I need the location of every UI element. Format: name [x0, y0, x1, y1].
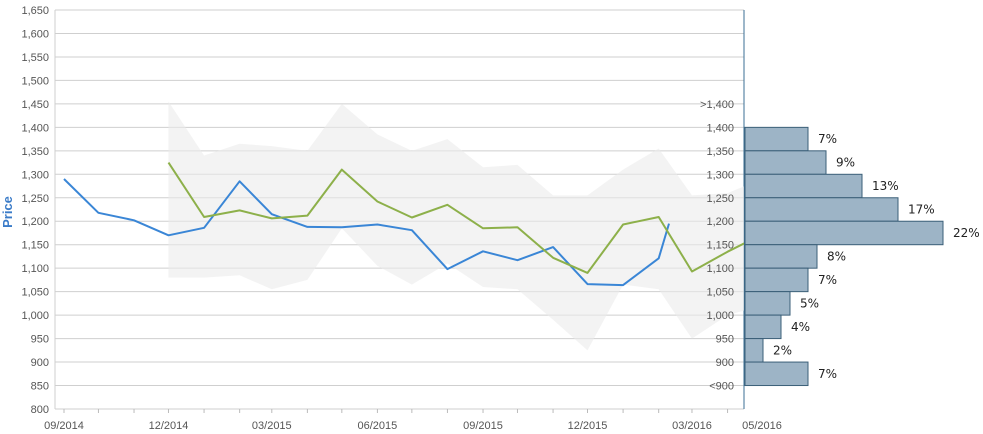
- distribution-bin-label: <900: [709, 381, 734, 393]
- y-tick-label: 1,600: [21, 28, 49, 40]
- forecast-series-line: [167, 162, 744, 274]
- y-tick-label: 1,400: [21, 122, 49, 134]
- distribution-bar: [744, 220, 944, 246]
- distribution-bin-label: 1,250: [706, 193, 734, 205]
- y-tick-label: 1,500: [21, 75, 49, 87]
- range-band: [168, 101, 744, 351]
- y-axis-label: Price: [0, 196, 15, 228]
- distribution-percent-label: 17%: [908, 203, 935, 217]
- distribution-histogram: >1,400 1,400 7% 1,350 9% 1,300 13% 1,250 17% 1,20…: [700, 99, 980, 393]
- distribution-bin-label: 1,050: [706, 287, 734, 299]
- distribution-bin-label: 900: [716, 357, 734, 369]
- y-tick-label: 1,150: [21, 240, 49, 252]
- y-tick-label: 950: [31, 334, 49, 346]
- x-tick-label: 03/2015: [252, 420, 292, 432]
- distribution-bar: [744, 244, 818, 269]
- price-series-line: [63, 178, 670, 287]
- y-tick-label: 1,000: [21, 310, 49, 322]
- axes: 1,650 1,600 1,550 1,500 1,450 1,400 1,350 1,300…: [21, 5, 781, 432]
- distribution-percent-label: 13%: [872, 179, 899, 193]
- series-lines: [63, 162, 744, 287]
- y-tick-label: 1,550: [21, 52, 49, 64]
- distribution-percent-label: 7%: [818, 367, 837, 381]
- y-tick-label: 1,350: [21, 146, 49, 158]
- y-tick-label: 800: [31, 404, 49, 416]
- y-tick-label: 900: [31, 357, 49, 369]
- y-tick-label: 1,450: [21, 99, 49, 111]
- distribution-percent-label: 5%: [800, 296, 819, 310]
- y-tick-label: 1,200: [21, 216, 49, 228]
- distribution-bin-label: 1,400: [706, 122, 734, 134]
- distribution-bin-label: >1,400: [700, 99, 734, 111]
- distribution-bar: [744, 338, 764, 363]
- x-tick-label: 05/2016: [742, 420, 782, 432]
- distribution-percent-label: 22%: [953, 226, 980, 240]
- distribution-percent-label: 2%: [773, 343, 792, 357]
- distribution-bin-label: 1,300: [706, 169, 734, 181]
- distribution-bin-label: 1,000: [706, 310, 734, 322]
- distribution-bar: [744, 197, 899, 222]
- distribution-bar: [744, 173, 863, 199]
- x-tick-label: 06/2015: [358, 420, 398, 432]
- x-tick-label: 03/2016: [672, 420, 712, 432]
- distribution-percent-label: 7%: [818, 273, 837, 287]
- y-tick-label: 1,300: [21, 169, 49, 181]
- distribution-percent-label: 7%: [818, 132, 837, 146]
- distribution-percent-label: 8%: [827, 249, 846, 263]
- distribution-bin-label: 1,350: [706, 146, 734, 158]
- forecast-range-area: [168, 101, 744, 351]
- x-tick-label: 09/2015: [463, 420, 503, 432]
- distribution-bar: [744, 361, 809, 387]
- x-tick-label: 12/2014: [149, 420, 189, 432]
- x-tick-label: 12/2015: [568, 420, 608, 432]
- y-tick-label: 1,250: [21, 193, 49, 205]
- distribution-bin-label: 1,200: [706, 216, 734, 228]
- y-tick-label: 1,650: [21, 5, 49, 17]
- y-tick-label: 1,100: [21, 263, 49, 275]
- y-tick-label: 850: [31, 381, 49, 393]
- y-tick-label: 1,050: [21, 287, 49, 299]
- distribution-bin-label: 1,150: [706, 240, 734, 252]
- distribution-bar: [744, 291, 791, 316]
- distribution-bar: [744, 150, 827, 175]
- x-tick-label: 09/2014: [44, 420, 84, 432]
- distribution-bar: [744, 126, 809, 152]
- distribution-percent-label: 9%: [836, 156, 855, 170]
- distribution-bar: [744, 267, 809, 293]
- distribution-percent-label: 4%: [791, 320, 810, 334]
- distribution-bin-label: 1,100: [706, 263, 734, 275]
- distribution-bar: [744, 314, 782, 340]
- distribution-bin-label: 950: [716, 334, 734, 346]
